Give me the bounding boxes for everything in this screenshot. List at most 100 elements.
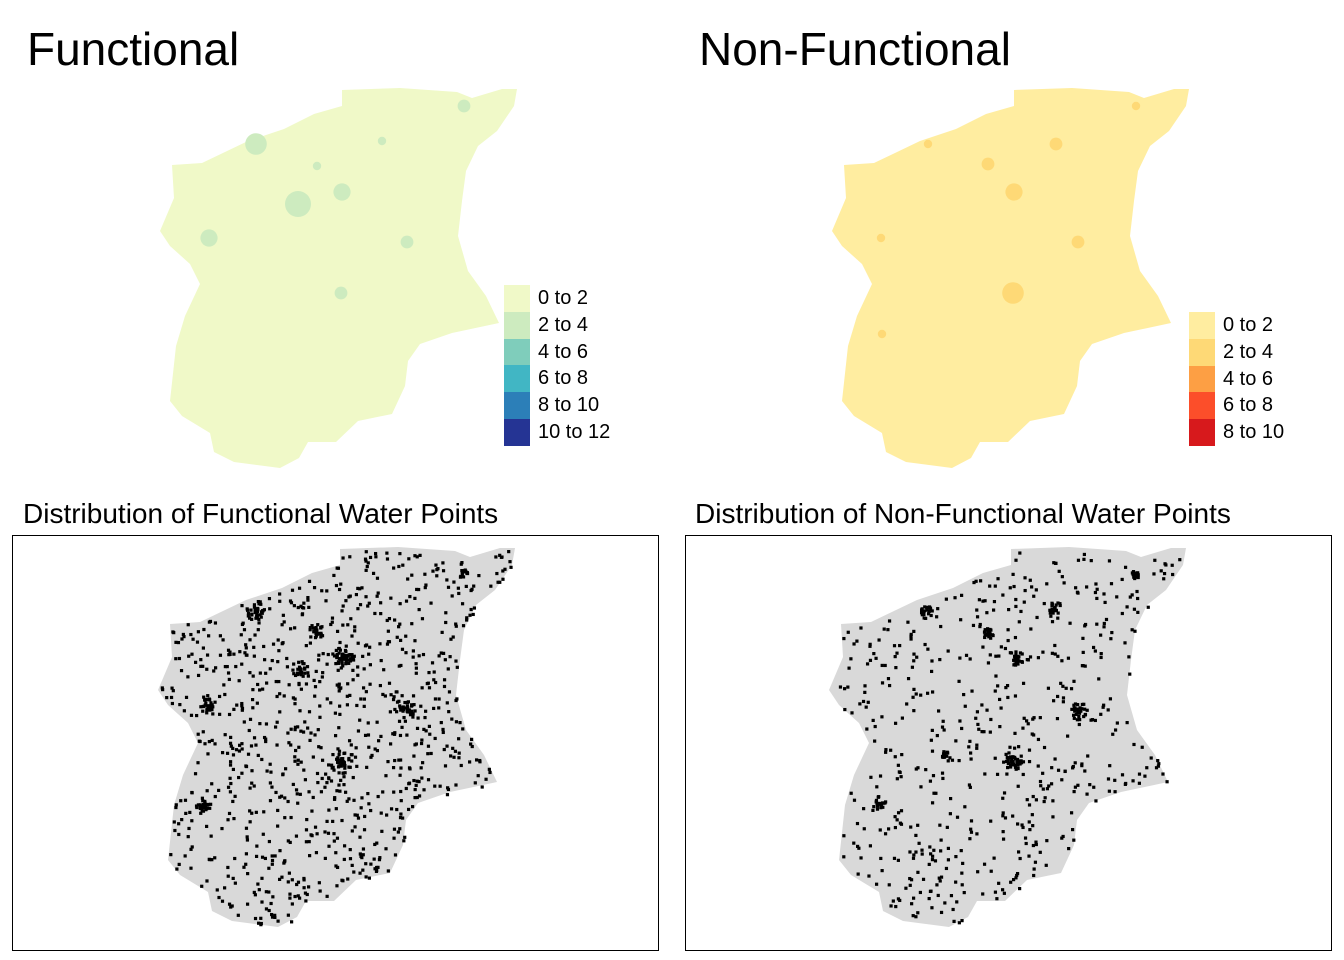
water-point: [358, 835, 362, 839]
water-point: [341, 556, 345, 560]
water-point: [398, 602, 402, 606]
water-point: [161, 688, 165, 692]
water-point: [337, 771, 341, 775]
water-point: [340, 661, 344, 665]
water-point: [359, 806, 363, 810]
water-point: [245, 835, 249, 839]
water-point: [1113, 790, 1117, 794]
water-point: [377, 739, 381, 743]
water-point: [386, 629, 390, 633]
water-point: [857, 846, 861, 850]
water-point: [1027, 854, 1031, 858]
water-point: [1003, 646, 1008, 651]
water-point: [199, 664, 203, 668]
water-point: [203, 703, 207, 707]
non-functional-density-map: [832, 88, 1189, 468]
water-point: [1013, 694, 1018, 698]
water-point: [365, 765, 369, 769]
water-point: [184, 811, 188, 816]
water-point: [302, 886, 306, 890]
density-hotspot: [1071, 235, 1085, 249]
water-point: [392, 732, 397, 736]
water-point: [351, 775, 355, 780]
density-hotspot: [334, 286, 348, 300]
water-point: [967, 745, 971, 749]
water-point: [336, 747, 340, 751]
water-point: [975, 710, 980, 714]
water-point: [309, 833, 313, 837]
water-point: [268, 762, 272, 766]
water-point: [375, 720, 379, 724]
water-point: [444, 620, 448, 625]
water-point: [1023, 836, 1028, 840]
water-point: [1093, 649, 1097, 653]
water-point: [374, 869, 379, 874]
water-point: [301, 674, 305, 678]
water-point: [289, 815, 293, 820]
water-point: [1056, 601, 1060, 605]
water-point: [314, 669, 318, 674]
water-point: [258, 688, 262, 692]
water-point: [1135, 589, 1139, 594]
water-point: [303, 778, 308, 782]
water-point: [296, 762, 300, 766]
functional-points-title: Distribution of Functional Water Points: [23, 498, 499, 529]
water-point: [933, 859, 938, 863]
water-point: [842, 855, 846, 859]
water-point: [985, 633, 989, 637]
water-point: [177, 862, 181, 867]
water-point: [1012, 658, 1016, 662]
water-point: [186, 675, 190, 679]
water-point: [1041, 771, 1045, 775]
water-point: [1099, 655, 1103, 660]
water-point: [319, 790, 324, 794]
water-point: [924, 616, 928, 620]
water-point: [210, 703, 214, 707]
water-point: [363, 814, 367, 819]
water-point: [981, 892, 985, 896]
water-point: [441, 730, 445, 735]
water-point: [1028, 655, 1033, 659]
water-point: [208, 806, 212, 810]
water-point: [408, 710, 412, 714]
water-point: [215, 888, 219, 892]
water-point: [1018, 651, 1023, 655]
water-point: [457, 751, 461, 755]
water-point: [274, 679, 278, 684]
water-point: [232, 816, 236, 821]
water-point: [370, 753, 374, 758]
water-point: [1014, 653, 1018, 657]
water-point: [861, 699, 866, 704]
water-point: [959, 593, 964, 597]
water-point: [246, 872, 250, 876]
water-point: [201, 704, 205, 709]
water-point: [205, 711, 209, 715]
water-point: [1032, 867, 1036, 871]
water-point: [248, 616, 252, 620]
water-point: [1082, 702, 1086, 706]
water-point: [446, 585, 451, 589]
water-point: [462, 570, 466, 574]
water-point: [327, 844, 331, 848]
water-point: [340, 878, 344, 882]
water-point: [366, 733, 371, 737]
water-point: [278, 710, 282, 714]
water-point: [401, 816, 405, 820]
water-point: [295, 792, 299, 796]
water-point: [313, 685, 318, 689]
water-point: [218, 712, 222, 716]
water-point: [319, 746, 323, 750]
water-point: [314, 630, 318, 635]
water-point: [375, 576, 380, 580]
water-point: [248, 717, 253, 721]
water-point: [397, 564, 401, 569]
water-point: [930, 749, 935, 753]
water-point: [364, 568, 368, 572]
water-point: [1041, 787, 1045, 791]
water-point: [259, 916, 263, 920]
water-point: [288, 627, 293, 631]
water-point: [1076, 591, 1080, 595]
water-point: [337, 689, 341, 693]
water-point: [1025, 719, 1029, 723]
water-point: [383, 694, 387, 698]
